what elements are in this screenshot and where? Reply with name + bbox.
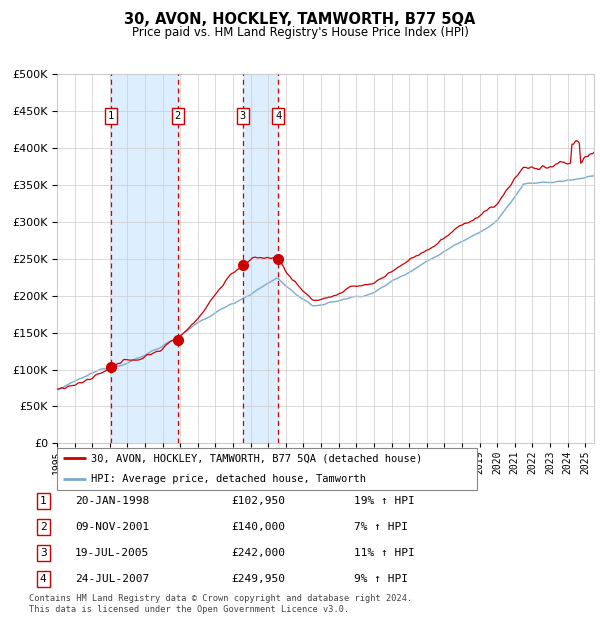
- Text: 2: 2: [40, 522, 47, 532]
- Text: Price paid vs. HM Land Registry's House Price Index (HPI): Price paid vs. HM Land Registry's House …: [131, 26, 469, 39]
- Text: £242,000: £242,000: [231, 548, 285, 558]
- Text: £102,950: £102,950: [231, 496, 285, 506]
- FancyBboxPatch shape: [57, 448, 477, 490]
- Text: 9% ↑ HPI: 9% ↑ HPI: [354, 574, 408, 584]
- Text: 19% ↑ HPI: 19% ↑ HPI: [354, 496, 415, 506]
- Text: 30, AVON, HOCKLEY, TAMWORTH, B77 5QA: 30, AVON, HOCKLEY, TAMWORTH, B77 5QA: [124, 12, 476, 27]
- Bar: [110, 74, 178, 443]
- Text: 3: 3: [239, 111, 246, 121]
- Text: 3: 3: [40, 548, 47, 558]
- Text: 30, AVON, HOCKLEY, TAMWORTH, B77 5QA (detached house): 30, AVON, HOCKLEY, TAMWORTH, B77 5QA (de…: [91, 453, 422, 463]
- Text: This data is licensed under the Open Government Licence v3.0.: This data is licensed under the Open Gov…: [29, 604, 349, 614]
- Text: 1: 1: [107, 111, 114, 121]
- Text: 24-JUL-2007: 24-JUL-2007: [75, 574, 149, 584]
- Text: 4: 4: [40, 574, 47, 584]
- Text: £140,000: £140,000: [231, 522, 285, 532]
- Bar: [243, 74, 278, 443]
- Text: Contains HM Land Registry data © Crown copyright and database right 2024.: Contains HM Land Registry data © Crown c…: [29, 593, 412, 603]
- Text: 2: 2: [175, 111, 181, 121]
- Text: HPI: Average price, detached house, Tamworth: HPI: Average price, detached house, Tamw…: [91, 474, 365, 484]
- Text: 7% ↑ HPI: 7% ↑ HPI: [354, 522, 408, 532]
- Text: 11% ↑ HPI: 11% ↑ HPI: [354, 548, 415, 558]
- Text: 19-JUL-2005: 19-JUL-2005: [75, 548, 149, 558]
- Text: 20-JAN-1998: 20-JAN-1998: [75, 496, 149, 506]
- Text: 1: 1: [40, 496, 47, 506]
- Text: £249,950: £249,950: [231, 574, 285, 584]
- Text: 09-NOV-2001: 09-NOV-2001: [75, 522, 149, 532]
- Text: 4: 4: [275, 111, 281, 121]
